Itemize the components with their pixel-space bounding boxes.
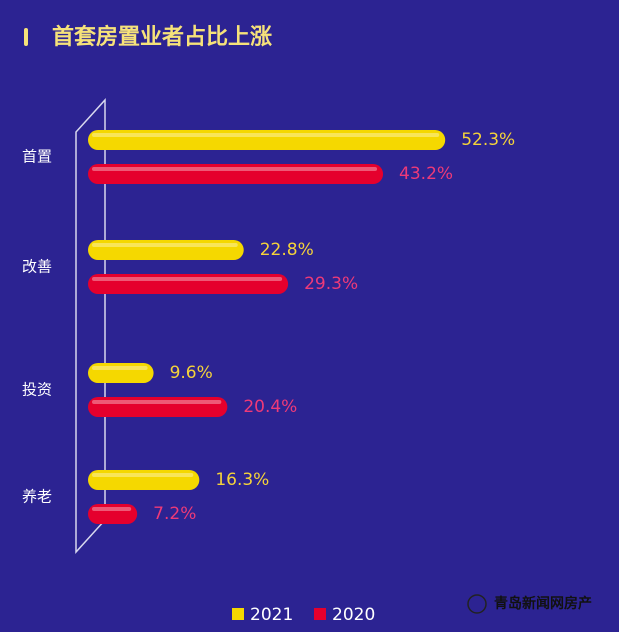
legend-swatch (314, 608, 326, 620)
bar-highlight (92, 366, 148, 370)
chart-title: 首套房置业者占比上涨 (52, 24, 272, 50)
legend-label: 2021 (250, 605, 293, 625)
bar (88, 130, 446, 150)
title-marker (24, 28, 28, 46)
bar-highlight (92, 133, 440, 137)
bar-highlight (92, 277, 283, 281)
bar (88, 240, 244, 260)
category-label: 首置 (22, 148, 52, 166)
wechat-icon (467, 594, 487, 614)
bar-highlight (92, 473, 194, 477)
bar-highlight (92, 507, 132, 511)
value-label: 29.3% (304, 274, 358, 294)
legend-label: 2020 (332, 605, 375, 625)
value-label: 22.8% (260, 240, 314, 260)
legend-swatch (232, 608, 244, 620)
value-label: 52.3% (461, 130, 515, 150)
value-label: 9.6% (170, 363, 213, 383)
bar (88, 164, 384, 184)
bar-highlight (92, 400, 222, 404)
bar (88, 470, 200, 490)
category-label: 投资 (22, 381, 52, 399)
value-label: 20.4% (243, 397, 297, 417)
bar (88, 363, 154, 383)
value-label: 16.3% (215, 470, 269, 490)
bar (88, 274, 289, 294)
bar (88, 504, 138, 524)
bar-highlight (92, 243, 238, 247)
category-label: 养老 (22, 488, 52, 506)
source-badge: 青岛新闻网房产 (467, 594, 592, 614)
bar-highlight (92, 167, 378, 171)
bar (88, 397, 228, 417)
value-label: 7.2% (153, 504, 196, 524)
value-label: 43.2% (399, 164, 453, 184)
source: 青岛新闻网房产 (494, 595, 592, 612)
category-label: 改善 (22, 258, 52, 276)
